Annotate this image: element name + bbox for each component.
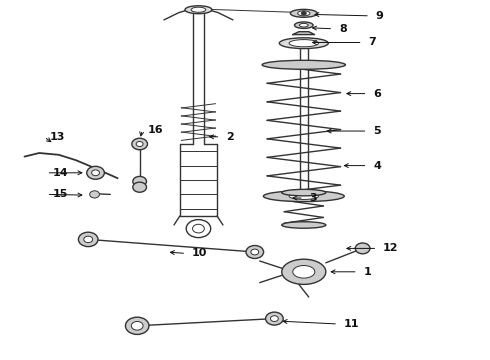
- Ellipse shape: [264, 191, 344, 202]
- Text: 6: 6: [373, 89, 381, 99]
- Circle shape: [92, 170, 99, 176]
- Circle shape: [355, 243, 370, 254]
- Ellipse shape: [290, 9, 318, 17]
- Circle shape: [131, 321, 143, 330]
- Circle shape: [133, 182, 147, 192]
- Ellipse shape: [262, 60, 345, 69]
- Ellipse shape: [282, 189, 326, 196]
- Text: 16: 16: [148, 125, 164, 135]
- Text: 4: 4: [373, 161, 381, 171]
- Text: 14: 14: [52, 168, 68, 178]
- Circle shape: [270, 316, 278, 321]
- Ellipse shape: [185, 6, 212, 14]
- Text: 2: 2: [226, 132, 234, 142]
- Text: 8: 8: [339, 24, 347, 34]
- Text: 11: 11: [344, 319, 360, 329]
- Circle shape: [136, 141, 143, 147]
- Ellipse shape: [282, 259, 326, 284]
- Polygon shape: [293, 32, 315, 35]
- Circle shape: [193, 224, 204, 233]
- Text: 10: 10: [192, 248, 207, 258]
- Text: 3: 3: [310, 193, 318, 203]
- Ellipse shape: [297, 11, 310, 16]
- Circle shape: [301, 12, 306, 15]
- Circle shape: [132, 138, 147, 150]
- Circle shape: [125, 317, 149, 334]
- Ellipse shape: [289, 40, 318, 47]
- Text: 9: 9: [376, 11, 384, 21]
- Circle shape: [266, 312, 283, 325]
- Text: 13: 13: [50, 132, 65, 142]
- Circle shape: [87, 166, 104, 179]
- Circle shape: [84, 236, 93, 243]
- Circle shape: [251, 249, 259, 255]
- Ellipse shape: [294, 22, 313, 28]
- Circle shape: [78, 232, 98, 247]
- Circle shape: [186, 220, 211, 238]
- Circle shape: [133, 176, 147, 186]
- Ellipse shape: [191, 7, 206, 12]
- Ellipse shape: [289, 193, 318, 199]
- Text: 12: 12: [383, 243, 399, 253]
- Ellipse shape: [279, 38, 328, 49]
- Text: 5: 5: [373, 126, 381, 136]
- Ellipse shape: [282, 222, 326, 228]
- Ellipse shape: [299, 23, 308, 27]
- Ellipse shape: [293, 266, 315, 278]
- Text: 15: 15: [52, 189, 68, 199]
- Circle shape: [246, 246, 264, 258]
- Text: 1: 1: [364, 267, 371, 277]
- Text: 7: 7: [368, 37, 376, 48]
- Circle shape: [90, 191, 99, 198]
